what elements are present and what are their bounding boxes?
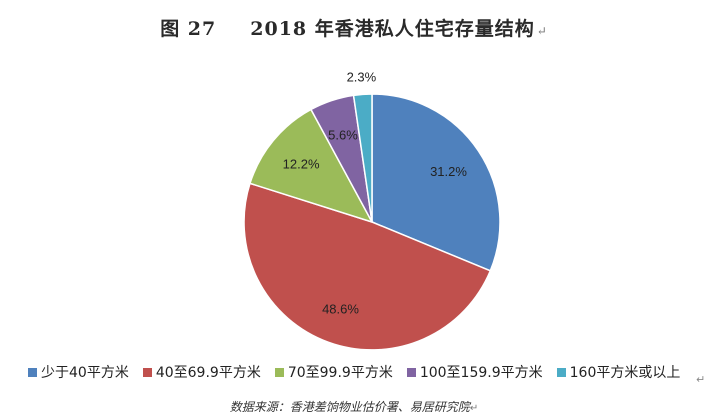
legend-item-5: 160平方米或以上 — [556, 362, 681, 382]
legend-label-1: 少于40平方米 — [41, 365, 129, 381]
source-text: 数据来源：香港差饷物业估价署、易居研究院 — [229, 400, 470, 414]
pie-data-label-5: 2.3% — [347, 69, 377, 84]
legend-item-1: 少于40平方米 — [28, 362, 129, 382]
pie-slice-5 — [352, 93, 373, 223]
pie-data-label-1: 31.2% — [430, 164, 467, 179]
pie-data-labels: 31.2% 48.6% 12.2% 5.6% 2.3% — [283, 69, 468, 316]
pie-data-label-4: 5.6% — [328, 128, 358, 143]
paragraph-mark-icon: ↵ — [469, 403, 479, 414]
chart-title: 图 27 2018 年香港私人住宅存量结构 ↵ — [0, 14, 708, 41]
legend-label-4: 100至159.9平方米 — [419, 365, 543, 381]
pie-slice-1 — [371, 93, 501, 272]
pie-data-label-2: 48.6% — [322, 302, 359, 317]
data-source-note: 数据来源：香港差饷物业估价署、易居研究院↵ — [0, 398, 708, 415]
chart-legend: 少于40平方米 40至69.9平方米 70至99.9平方米 100至159.9平方米 1… — [28, 360, 708, 384]
figure-number: 图 27 — [160, 18, 217, 40]
legend-item-3: 70至99.9平方米 — [274, 362, 393, 382]
legend-item-4: 100至159.9平方米 — [406, 362, 543, 382]
pie-slice-3 — [249, 108, 374, 224]
pie-slices — [243, 93, 501, 351]
pie-slice-2 — [243, 182, 492, 351]
legend-label-2: 40至69.9平方米 — [155, 365, 261, 381]
legend-swatch-4 — [406, 367, 416, 377]
legend-label-3: 70至99.9平方米 — [287, 365, 393, 381]
legend-swatch-2 — [142, 367, 152, 377]
legend-label-5: 160平方米或以上 — [569, 365, 681, 381]
legend-swatch-1 — [28, 367, 37, 377]
paragraph-mark-icon: ↵ — [696, 373, 706, 386]
legend-swatch-3 — [274, 367, 284, 377]
paragraph-mark-icon: ↵ — [536, 24, 548, 38]
legend-item-2: 40至69.9平方米 — [142, 362, 261, 382]
title-text: 2018 年香港私人住宅存量结构 — [250, 18, 535, 40]
legend-swatch-5 — [556, 367, 566, 377]
pie-data-label-3: 12.2% — [283, 156, 320, 171]
